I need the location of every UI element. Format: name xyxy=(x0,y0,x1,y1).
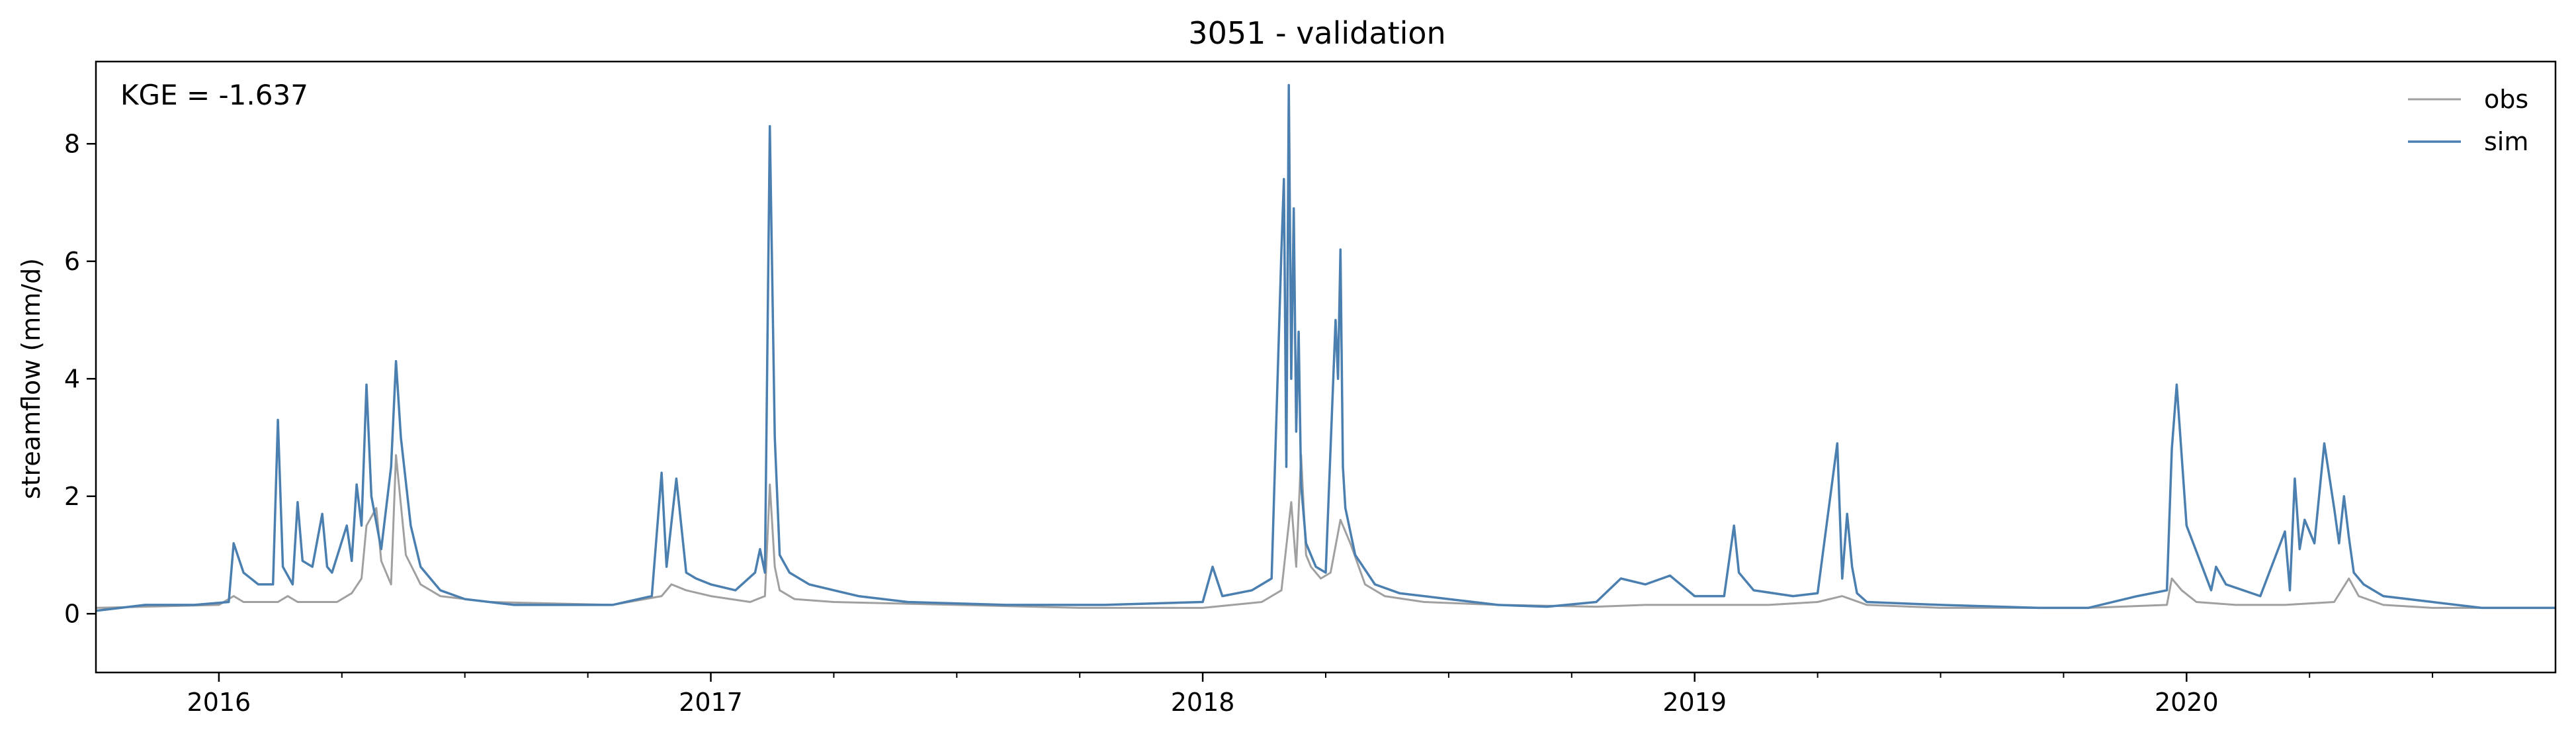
y-tick-label: 2 xyxy=(64,482,80,511)
x-tick-label: 2018 xyxy=(1171,688,1235,717)
x-axis-ticks: 2016 2017 2018 2019 2020 xyxy=(187,672,2434,717)
series-group xyxy=(95,83,2555,612)
legend: obs sim xyxy=(2408,85,2528,156)
y-axis-label: streamflow (mm/d) xyxy=(17,258,46,499)
chart-title: 3051 - validation xyxy=(1188,15,1445,51)
plot-frame xyxy=(95,60,2557,674)
x-tick-label: 2019 xyxy=(1662,688,1727,717)
legend-obs-label: obs xyxy=(2484,85,2528,114)
legend-sim-label: sim xyxy=(2484,127,2528,156)
y-tick-label: 0 xyxy=(64,599,80,628)
kge-annotation: KGE = -1.637 xyxy=(120,79,308,111)
x-tick-label: 2016 xyxy=(187,688,251,717)
plot-area: 0 2 4 6 8 2016 2017 2018 2019 2020 xyxy=(64,60,2557,717)
x-tick-label: 2020 xyxy=(2155,688,2219,717)
x-tick-label: 2017 xyxy=(679,688,743,717)
y-tick-label: 8 xyxy=(64,129,80,158)
y-axis-ticks: 0 2 4 6 8 xyxy=(64,129,96,628)
series-line-sim xyxy=(95,83,2555,612)
y-tick-label: 6 xyxy=(64,247,80,276)
y-tick-label: 4 xyxy=(64,364,80,393)
